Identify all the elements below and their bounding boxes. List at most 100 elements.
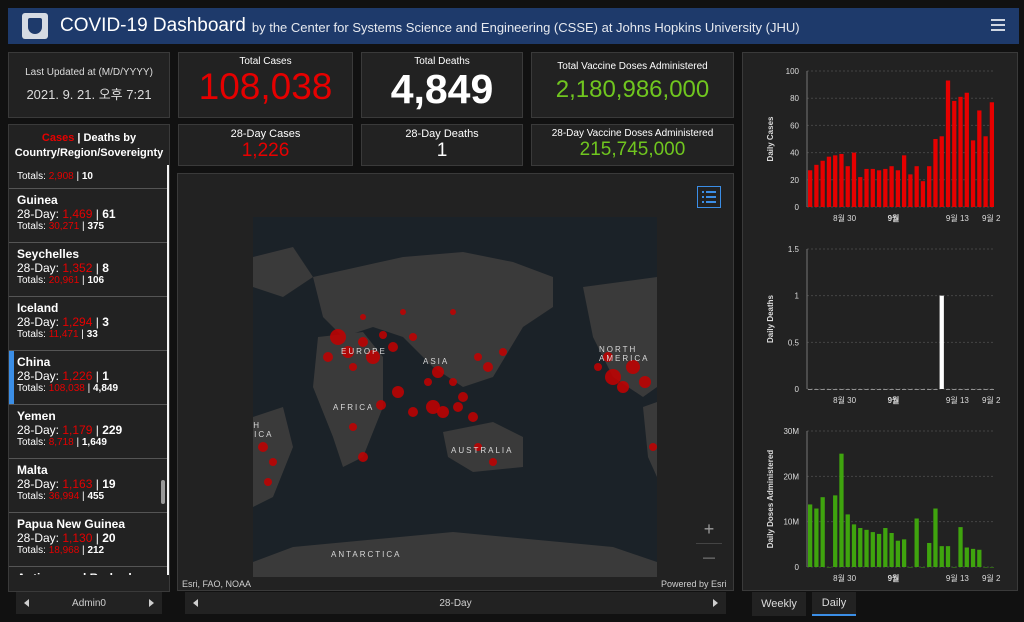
chart-bar: [983, 136, 988, 207]
case-marker: [323, 352, 333, 362]
chart-bar: [864, 389, 869, 390]
chart-bar: [945, 546, 951, 567]
chart-bar: [889, 533, 894, 567]
case-marker: [432, 366, 444, 378]
chart-bar: [845, 514, 850, 567]
chart-bar: [989, 389, 994, 390]
total-cases-panel: Total Cases 108,038: [178, 52, 353, 118]
list-item[interactable]: Guinea 28-Day: 1,469 | 61 Totals: 30,271 |…: [9, 189, 167, 243]
case-marker: [437, 406, 449, 418]
chart-bar: [895, 170, 900, 207]
chart-bar: [914, 389, 919, 390]
map-attribution[interactable]: Esri, FAO, NOAA: [182, 579, 252, 589]
tab-weekly[interactable]: Weekly: [752, 592, 806, 616]
header-separator: |: [74, 132, 84, 144]
chart-bar: [870, 389, 875, 390]
chart-bar: [833, 495, 838, 567]
chart-bar: [958, 389, 963, 390]
world-map[interactable]: EUROPE ASIA NORTH AMERICA AFRICA SOUTH A…: [253, 217, 657, 577]
chart-bar: [889, 166, 894, 207]
tab-daily[interactable]: Daily: [812, 592, 856, 616]
chart-bar: [952, 389, 957, 390]
list-item[interactable]: Seychelles 28-Day: 1,352 | 8 Totals: 20,96…: [9, 243, 167, 297]
header-deaths-text: Deaths by: [83, 132, 137, 144]
next-arrow-icon[interactable]: [713, 599, 718, 607]
x-tick-label: 9월 2: [982, 213, 1001, 223]
case-marker: [349, 423, 357, 431]
y-tick-label: 10M: [783, 518, 799, 527]
y-tick-label: 0.5: [788, 338, 800, 347]
list-scrollbar-thumb[interactable]: [161, 480, 165, 504]
chart-bar: [964, 92, 969, 207]
map-powered-by[interactable]: Powered by Esri: [661, 579, 727, 589]
chart-bar: [970, 548, 976, 567]
day28-line: 28-Day: 1,179 | 229: [17, 423, 123, 437]
chart-bar: [989, 102, 994, 207]
day28-line: 28-Day: 1,130 | 20: [17, 531, 116, 545]
chart-bar: [952, 567, 957, 568]
case-marker: [392, 386, 404, 398]
map-label-africa: AFRICA: [333, 403, 375, 412]
list-item[interactable]: Malta 28-Day: 1,163 | 19 Totals: 36,994 | …: [9, 459, 167, 513]
hamburger-menu-icon[interactable]: [991, 19, 1005, 31]
y-tick-label: 0: [795, 385, 800, 394]
chart-bar: [839, 453, 844, 567]
total-deaths-label: Total Deaths: [414, 56, 470, 67]
prev-arrow-icon[interactable]: [24, 599, 29, 607]
case-marker: [360, 314, 366, 320]
country-name: Papua New Guinea: [17, 517, 126, 531]
case-marker: [264, 478, 272, 486]
chart-bar: [814, 508, 819, 567]
totals-line: Totals: 20,961 | 106: [17, 275, 105, 286]
totals-cases: 2,908: [48, 171, 74, 182]
country-list-panel: Cases | Deaths by Country/Region/Soverei…: [8, 124, 170, 592]
y-axis-label: Daily Doses Administered: [766, 450, 775, 549]
last-updated-label: Last Updated at (M/D/YYYY): [25, 67, 153, 78]
list-item[interactable]: Antigua and Barbuda: [9, 567, 167, 575]
list-pager-label: Admin0: [72, 597, 106, 609]
prev-arrow-icon[interactable]: [193, 599, 198, 607]
chart-bar: [851, 152, 857, 207]
case-marker: [376, 400, 386, 410]
case-marker: [483, 362, 493, 372]
chart-bar: [927, 166, 932, 207]
case-marker: [594, 363, 602, 371]
legend-list-icon[interactable]: [697, 186, 721, 208]
totals-prefix: Totals:: [17, 171, 49, 182]
case-marker: [450, 309, 456, 315]
case-marker: [330, 329, 346, 345]
chart-bar: [970, 140, 976, 207]
y-tick-label: 0: [795, 563, 800, 572]
chart-bar: [864, 168, 869, 207]
case-marker: [258, 442, 268, 452]
case-marker: [388, 342, 398, 352]
next-arrow-icon[interactable]: [149, 599, 154, 607]
last-updated-panel: Last Updated at (M/D/YYYY) 2021. 9. 21. …: [8, 52, 170, 118]
list-item[interactable]: Papua New Guinea 28-Day: 1,130 | 20 Totals…: [9, 513, 167, 567]
totals-line: Totals: 108,038 | 4,849: [17, 383, 119, 394]
zoom-in-button[interactable]: +: [703, 518, 715, 539]
zoom-out-button[interactable]: —: [696, 543, 722, 569]
case-marker: [366, 350, 380, 364]
chart-bar: [920, 567, 926, 568]
case-marker: [626, 360, 640, 374]
country-list[interactable]: Totals: 2,908 | 10 Guinea 28-Day: 1,469 |…: [9, 165, 167, 575]
case-marker: [424, 378, 432, 386]
x-tick-label: 9월: [888, 213, 900, 223]
list-item[interactable]: Yemen 28-Day: 1,179 | 229 Totals: 8,718 | …: [9, 405, 167, 459]
total-vaccine-panel: Total Vaccine Doses Administered 2,180,9…: [531, 52, 734, 118]
list-item[interactable]: China 28-Day: 1,226 | 1 Totals: 108,038 | …: [9, 351, 167, 405]
chart-bar: [864, 529, 869, 567]
list-item[interactable]: Iceland 28-Day: 1,294 | 3 Totals: 11,471 |…: [9, 297, 167, 351]
x-tick-label: 9월: [888, 573, 900, 583]
chart-bar: [870, 532, 875, 567]
y-tick-label: 1.5: [788, 245, 800, 254]
chart-bar: [977, 110, 982, 207]
chart-bar: [858, 389, 863, 390]
list-scrollbar[interactable]: [167, 165, 169, 575]
last-updated-value: 2021. 9. 21. 오후 7:21: [26, 87, 152, 102]
list-item-partial[interactable]: Totals: 2,908 | 10: [9, 165, 167, 189]
chart-bar: [883, 389, 888, 390]
chart-bar: [889, 389, 894, 390]
map-label-australia: AUSTRALIA: [451, 446, 514, 455]
